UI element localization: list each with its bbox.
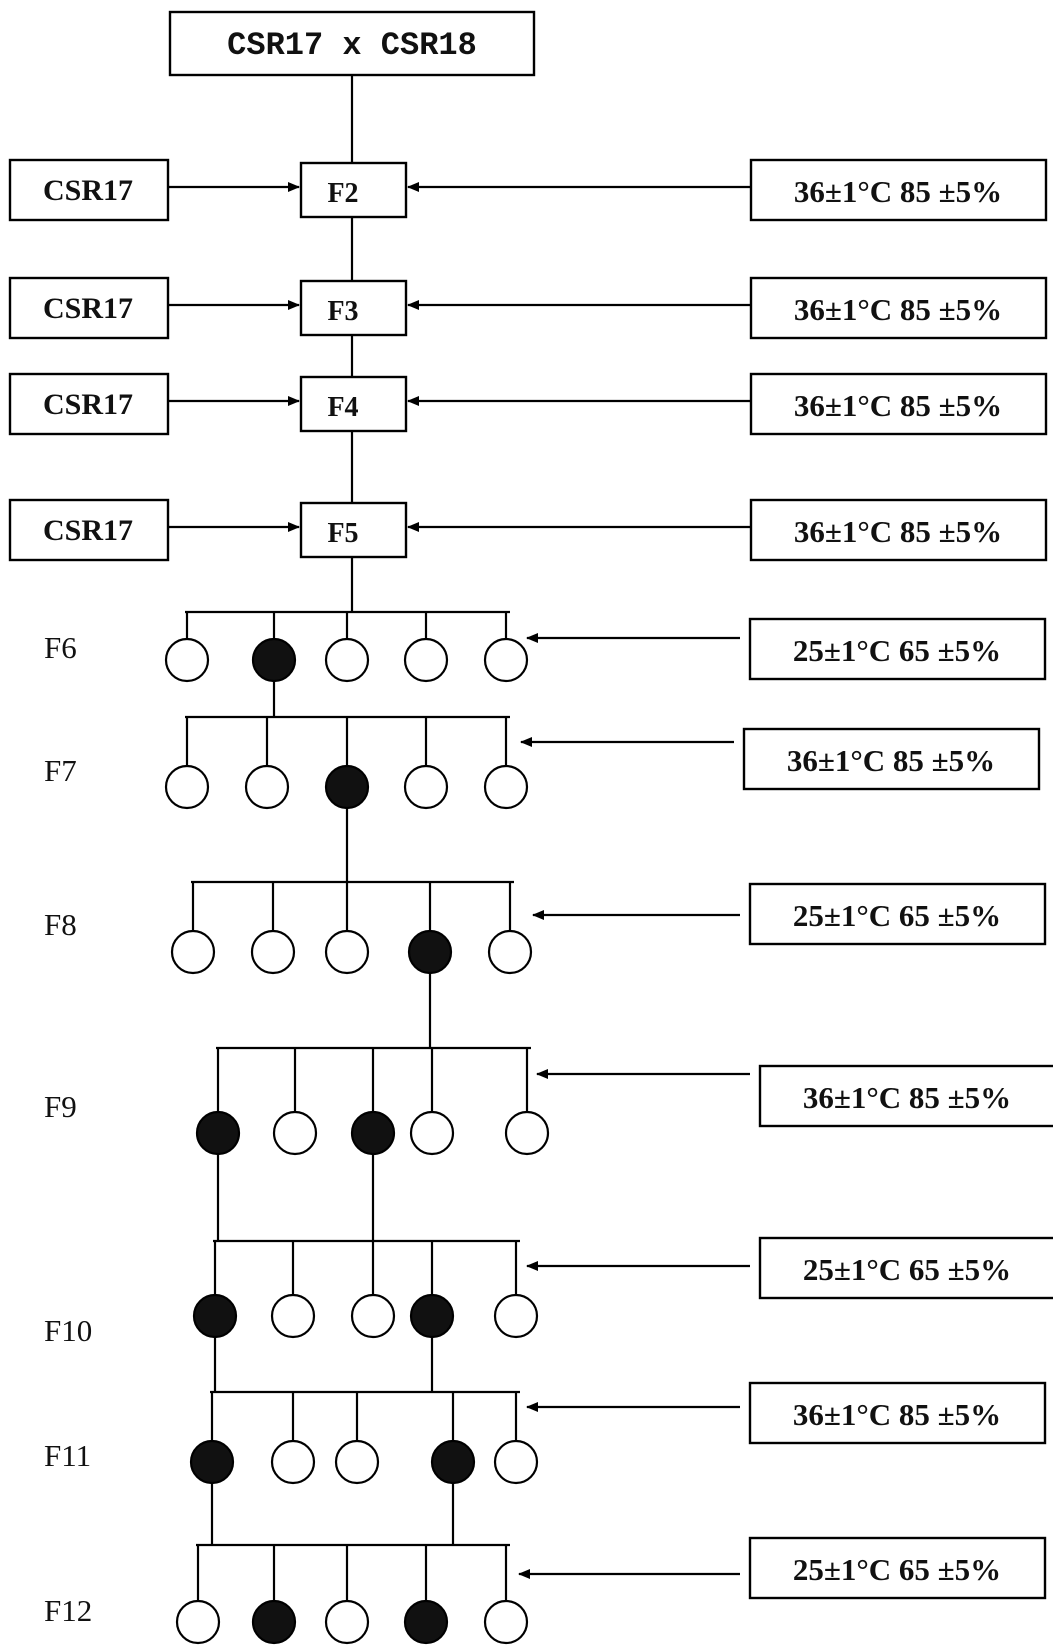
selected-individual	[409, 1293, 455, 1339]
selected-individual	[403, 1599, 449, 1645]
backcross-parent-box	[8, 372, 170, 436]
individual	[324, 1599, 370, 1645]
individual	[324, 637, 370, 683]
individual	[334, 1439, 380, 1485]
selected-individual	[251, 637, 297, 683]
condition-label: 25±1°C 65 ±5%	[793, 1552, 1001, 1587]
selected-individual	[430, 1439, 476, 1485]
early-generations: CSR17 F2 36±1°C 85 ±5% CSR17 F3 36±1°C 85 ±5%…	[8, 75, 1048, 612]
individual	[175, 1599, 221, 1645]
generation-row-f11: F11 36±1°C 85 ±5%	[44, 1381, 1047, 1485]
generation-row-f2: CSR17 F2 36±1°C 85 ±5%	[8, 158, 1048, 222]
generation-row-f7: F7 36±1°C 85 ±5%	[44, 715, 1041, 810]
individual	[493, 1439, 539, 1485]
backcross-parent-box	[8, 498, 170, 562]
generation-label: F3	[327, 296, 358, 327]
condition-box	[748, 617, 1047, 681]
generation-row-f12: F12 25±1°C 65 ±5%	[44, 1536, 1047, 1645]
generation-label: F12	[44, 1593, 92, 1628]
individual	[164, 637, 210, 683]
backcross-parent-box	[8, 158, 170, 222]
condition-label: 36±1°C 85 ±5%	[794, 388, 1002, 423]
generation-label: F10	[44, 1313, 92, 1348]
generation-label: F9	[44, 1089, 77, 1124]
selected-individual	[251, 1599, 297, 1645]
generation-label: F6	[44, 630, 77, 665]
condition-box	[742, 727, 1041, 791]
condition-box	[748, 1536, 1047, 1600]
selected-individual	[192, 1293, 238, 1339]
selected-individual	[195, 1110, 241, 1156]
condition-label: 36±1°C 85 ±5%	[787, 743, 995, 778]
condition-label: 25±1°C 65 ±5%	[803, 1252, 1011, 1287]
individual	[272, 1110, 318, 1156]
condition-box	[749, 372, 1048, 436]
condition-label: 36±1°C 85 ±5%	[794, 174, 1002, 209]
individual	[483, 1599, 529, 1645]
condition-label: 36±1°C 85 ±5%	[793, 1397, 1001, 1432]
individual	[409, 1110, 455, 1156]
condition-box	[749, 498, 1048, 562]
generation-row-f3: CSR17 F3 36±1°C 85 ±5%	[8, 276, 1048, 340]
condition-box	[749, 276, 1048, 340]
condition-label: 36±1°C 85 ±5%	[803, 1080, 1011, 1115]
cross-label: CSR17 x CSR18	[227, 27, 477, 64]
selected-individual	[324, 764, 370, 810]
condition-label: 25±1°C 65 ±5%	[793, 898, 1001, 933]
individual	[504, 1110, 550, 1156]
individual	[270, 1293, 316, 1339]
cross-box: CSR17 x CSR18	[168, 10, 536, 77]
backcross-parent-label: CSR17	[43, 292, 133, 325]
condition-box	[749, 158, 1048, 222]
generation-row-f8: F8 25±1°C 65 ±5%	[44, 880, 1047, 975]
individual	[493, 1293, 539, 1339]
individual	[170, 929, 216, 975]
generation-row-f4: CSR17 F4 36±1°C 85 ±5%	[8, 372, 1048, 436]
individual	[403, 637, 449, 683]
individual	[324, 929, 370, 975]
backcross-parent-box	[8, 276, 170, 340]
generation-row-f10: F10 25±1°C 65 ±5%	[44, 1236, 1053, 1348]
backcross-parent-label: CSR17	[43, 174, 133, 207]
generation-box	[299, 501, 408, 559]
individual	[483, 637, 529, 683]
generation-row-f5: CSR17 F5 36±1°C 85 ±5%	[8, 498, 1048, 562]
generation-label: F7	[44, 753, 77, 788]
condition-label: 36±1°C 85 ±5%	[794, 514, 1002, 549]
individual	[350, 1293, 396, 1339]
condition-box	[748, 882, 1047, 946]
generation-label: F11	[44, 1438, 91, 1473]
generation-label: F8	[44, 907, 77, 942]
generation-label: F4	[327, 392, 358, 423]
condition-box	[758, 1236, 1053, 1300]
condition-label: 36±1°C 85 ±5%	[794, 292, 1002, 327]
generation-box	[299, 279, 408, 337]
selection-generations: F6 25±1°C 65 ±5% F7 36±1°C 85 ±5% F8 25±1°C 6…	[44, 610, 1053, 1645]
individual	[164, 764, 210, 810]
backcross-parent-label: CSR17	[43, 514, 133, 547]
generation-label: F2	[327, 178, 358, 209]
generation-box	[299, 375, 408, 433]
individual	[483, 764, 529, 810]
generation-row-f9: F9 36±1°C 85 ±5%	[44, 1046, 1053, 1156]
selected-individual	[407, 929, 453, 975]
individual	[487, 929, 533, 975]
generation-label: F5	[327, 518, 358, 549]
selected-individual	[189, 1439, 235, 1485]
individual	[403, 764, 449, 810]
condition-label: 25±1°C 65 ±5%	[793, 633, 1001, 668]
generation-row-f6: F6 25±1°C 65 ±5%	[44, 610, 1047, 683]
condition-box	[758, 1064, 1053, 1128]
individual	[270, 1439, 316, 1485]
generation-box	[299, 161, 408, 219]
individual	[250, 929, 296, 975]
individual	[244, 764, 290, 810]
selected-individual	[350, 1110, 396, 1156]
condition-box	[748, 1381, 1047, 1445]
backcross-parent-label: CSR17	[43, 388, 133, 421]
selection-lineage-lines	[210, 681, 455, 1545]
